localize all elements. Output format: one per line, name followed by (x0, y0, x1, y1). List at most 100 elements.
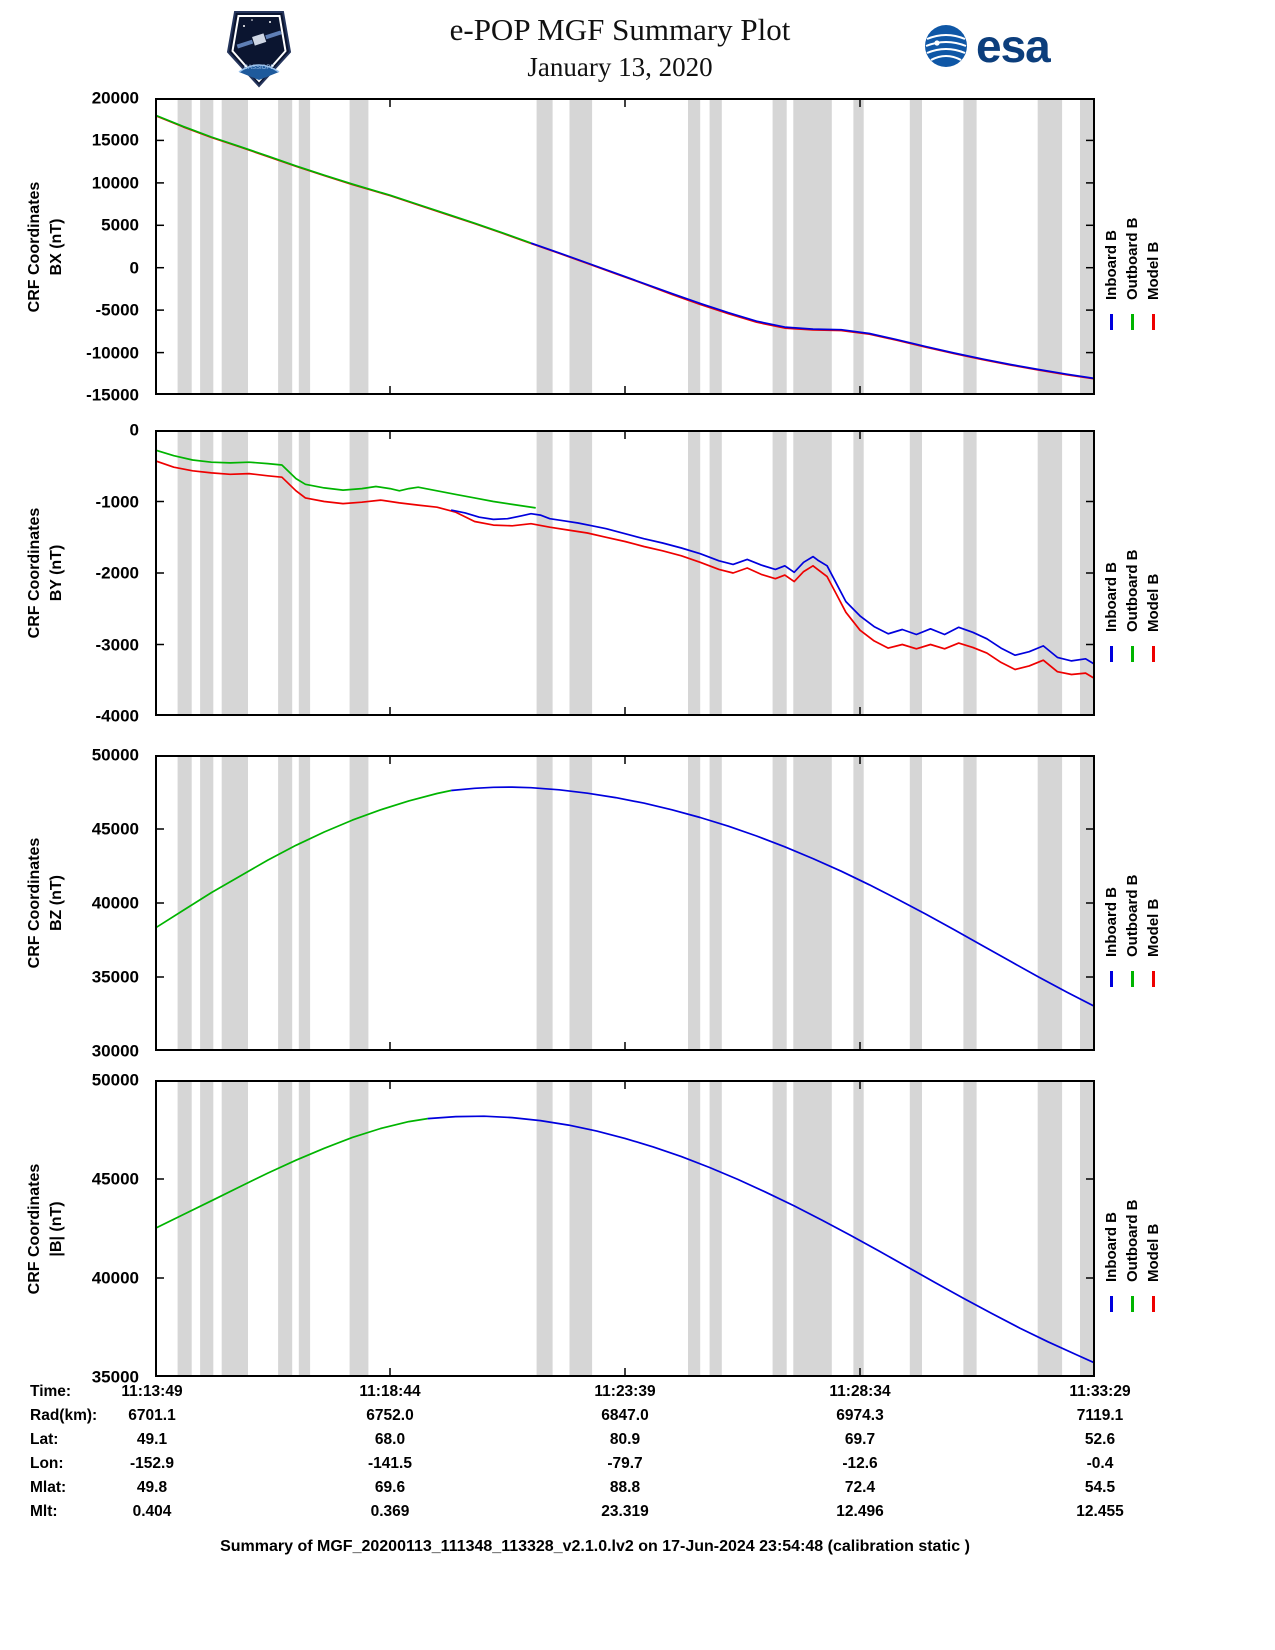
outboard-b-line (155, 449, 536, 509)
data-gap-band (793, 430, 832, 716)
y-tick-labels-btotal: 50000 45000 40000 35000 (0, 1072, 147, 1386)
data-gap-band (349, 755, 369, 1051)
legend-line-sample (1151, 1296, 1155, 1312)
plot-area-bz (155, 755, 1095, 1051)
ephemeris-value: 0.369 (370, 1503, 410, 1520)
y-tick-label: 0 (129, 420, 139, 440)
data-gap-band (536, 430, 553, 716)
ephemeris-value: 49.1 (136, 1431, 168, 1448)
ephemeris-row-label: Mlat: (30, 1479, 67, 1496)
legend-line-sample (1130, 1296, 1134, 1312)
data-gap-band (688, 430, 701, 716)
page-title: e-POP MGF Summary Plot (449, 12, 791, 47)
legend-label: Inboard B (1102, 562, 1120, 632)
inboard-b-line (451, 786, 1095, 1008)
cassiope-patch-icon: CASSIOPE (226, 11, 292, 88)
ephemeris-value: 88.8 (609, 1479, 641, 1496)
data-gap-band (1080, 98, 1095, 395)
ephemeris-row: Lon: -152.9 -141.5 -79.7 -12.6 -0.4 (0, 1455, 1275, 1479)
legend-entry: Outboard B (1122, 470, 1142, 662)
data-gap-band (793, 755, 832, 1051)
y-tick-label: -10000 (86, 343, 139, 363)
ephemeris-row-label: Time: (30, 1383, 72, 1400)
legend-entry: Inboard B (1101, 138, 1121, 330)
data-gap-band (909, 430, 922, 716)
cassiope-mission-logo: CASSIOPE (222, 6, 296, 93)
esa-wordmark: esa (976, 20, 1051, 72)
ephemeris-value: 6701.1 (128, 1407, 176, 1424)
y-tick-label: 40000 (91, 893, 139, 913)
panel-by: CRF Coordinates BY (nT) 0 -1000 -2000 -3000… (0, 422, 1275, 725)
ephemeris-value: 68.0 (374, 1431, 406, 1448)
data-gap-band (688, 755, 701, 1051)
esa-emblem-icon (925, 25, 967, 67)
legend-line-sample (1151, 646, 1155, 662)
data-gap-band (709, 98, 722, 395)
y-tick-label: 15000 (91, 130, 139, 150)
ephemeris-value: 80.9 (609, 1431, 641, 1448)
ephemeris-row: Rad(km): 6701.1 6752.0 6847.0 6974.3 7119.1 (0, 1407, 1275, 1431)
data-gap-band (278, 430, 293, 716)
data-gap-band (569, 755, 593, 1051)
y-tick-label: 5000 (101, 215, 139, 235)
legend-by: Inboard B Outboard B Model B (1101, 470, 1163, 662)
data-gap-band (536, 98, 553, 395)
legend-entry: Outboard B (1122, 795, 1142, 987)
esa-logo: esa (922, 20, 1051, 72)
ephemeris-row-label: Rad(km): (30, 1407, 98, 1424)
plot-frame (155, 430, 1095, 716)
y-tick-label: 45000 (91, 1169, 139, 1189)
outboard-b-line (155, 114, 532, 244)
ephemeris-value: 69.7 (844, 1431, 876, 1448)
data-gap-band (772, 98, 787, 395)
outboard-b-line (155, 1117, 428, 1230)
legend-btotal: Inboard B Outboard B Model B (1101, 1120, 1163, 1312)
data-gap-band (536, 1080, 553, 1377)
data-gap-band (1037, 430, 1063, 716)
ephemeris-value: -152.9 (130, 1455, 174, 1472)
y-tick-labels-bx: 20000 15000 10000 5000 0 -5000 -10000 -15000 (0, 90, 147, 404)
data-gap-band (177, 755, 192, 1051)
data-gap-band (688, 1080, 701, 1377)
outboard-b-line (155, 789, 452, 929)
data-gap-band (709, 755, 722, 1051)
data-gap-band (772, 755, 787, 1051)
y-tick-label: 30000 (91, 1041, 139, 1061)
y-tick-label: 35000 (91, 1367, 139, 1387)
legend-entry: Outboard B (1122, 1120, 1142, 1312)
plot-frame (155, 98, 1095, 395)
ephemeris-row: Mlt: 0.404 0.369 23.319 12.496 12.455 (0, 1503, 1275, 1527)
bz-chart (155, 755, 1095, 1051)
ephemeris-value: -141.5 (368, 1455, 412, 1472)
legend-bx: Inboard B Outboard B Model B (1101, 138, 1163, 330)
plot-frame (155, 755, 1095, 1051)
ephemeris-value: 23.319 (601, 1503, 649, 1520)
legend-label: Inboard B (1102, 887, 1120, 957)
data-gap-band (1037, 755, 1063, 1051)
plot-area-btotal (155, 1080, 1095, 1377)
data-gap-band (349, 430, 369, 716)
data-gap-band (963, 98, 977, 395)
ephemeris-value: 12.455 (1076, 1503, 1124, 1520)
data-gap-band (349, 98, 369, 395)
y-tick-labels-by: 0 -1000 -2000 -3000 -4000 (0, 422, 147, 725)
page-subtitle: January 13, 2020 (527, 52, 713, 82)
ephemeris-row-label: Mlt: (30, 1503, 58, 1520)
ephemeris-row-label: Lon: (30, 1455, 64, 1472)
model-b-line (155, 114, 1095, 380)
legend-label: Outboard B (1123, 217, 1141, 301)
data-gap-band (221, 755, 248, 1051)
bx-chart (155, 98, 1095, 395)
y-tick-label: 50000 (91, 745, 139, 765)
y-tick-label: -2000 (95, 563, 139, 583)
model-b-line (155, 459, 1095, 680)
legend-label: Inboard B (1102, 230, 1120, 300)
y-tick-labels-bz: 50000 45000 40000 35000 30000 (0, 747, 147, 1060)
ephemeris-value: 11:13:49 (121, 1383, 183, 1400)
y-tick-label: -3000 (95, 635, 139, 654)
ephemeris-value: 72.4 (844, 1479, 876, 1496)
legend-line-sample (1151, 971, 1155, 987)
data-gap-band (278, 1080, 293, 1377)
y-tick-label: -5000 (95, 300, 139, 320)
